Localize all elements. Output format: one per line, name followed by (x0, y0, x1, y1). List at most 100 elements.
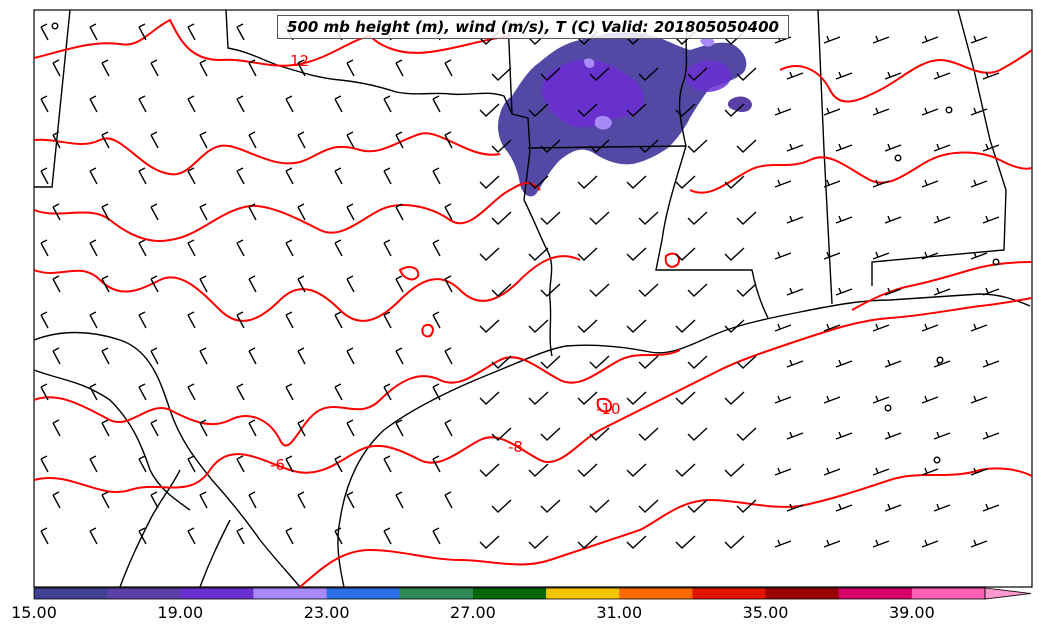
contour-label-4: -10 (596, 400, 621, 418)
wind-barb (687, 427, 708, 441)
wind-barb (724, 175, 745, 189)
contour-label-2: -6 (270, 456, 285, 474)
wind-barb (138, 239, 147, 257)
wind-barb (736, 67, 757, 81)
wind-barb (297, 59, 306, 77)
wind-barb (921, 107, 939, 116)
calm-wind-circle (945, 106, 953, 114)
wind-barb (884, 287, 902, 296)
wind-barb (835, 287, 853, 296)
wind-barb (334, 455, 343, 473)
wind-barb (675, 175, 696, 189)
wind-barb (101, 131, 110, 149)
wind-barb (199, 419, 208, 437)
wind-barb (982, 71, 1000, 80)
wind-barb (528, 391, 549, 405)
colorbar-tick-label: 31.00 (596, 603, 643, 622)
wind-barb (444, 347, 453, 365)
wind-barb (150, 59, 159, 77)
wind-speed-shading (498, 32, 752, 197)
wind-barb (52, 419, 61, 437)
colorbar-tick-label: 19.00 (157, 603, 204, 622)
wind-barb (297, 419, 306, 437)
wind-barb (236, 95, 245, 113)
wind-barb (199, 131, 208, 149)
wind-barb (150, 347, 159, 365)
wind-barb (334, 95, 343, 113)
wind-barb (248, 347, 257, 365)
wind-barb (236, 527, 245, 545)
wind-barb (432, 167, 441, 185)
contour-east-south (689, 151, 1033, 194)
wind-barb (479, 103, 500, 117)
wind-barb (884, 359, 902, 368)
boundary-louisiana-mississippi (655, 145, 769, 319)
wind-barb (638, 139, 659, 153)
wind-barb (675, 391, 696, 405)
wind-barb (52, 275, 61, 293)
wind-barb (786, 215, 804, 224)
colorbar-segment (838, 588, 913, 599)
wind-barb (40, 239, 49, 257)
wind-barb (101, 491, 110, 509)
wind-barb (479, 391, 500, 405)
wind-barb (638, 283, 659, 297)
wind-barb (395, 131, 404, 149)
wind-barb (921, 395, 939, 404)
wind-barb (589, 499, 610, 513)
wind-barb (970, 35, 988, 44)
wind-barb (346, 419, 355, 437)
wind-barb (675, 319, 696, 333)
wind-barb (638, 355, 659, 369)
wind-barb (577, 319, 598, 333)
wind-barb (187, 455, 196, 473)
wind-barb (285, 311, 294, 329)
wind-barb (933, 71, 951, 80)
colorbar (33, 587, 1032, 600)
wind-barb (432, 239, 441, 257)
wind-barb (89, 239, 98, 257)
colorbar-segment (107, 588, 181, 599)
boundary-mexico-coast (337, 519, 345, 588)
wind-barb (89, 383, 98, 401)
wind-barb (346, 131, 355, 149)
wind-barb (724, 535, 745, 549)
wind-barb (479, 319, 500, 333)
wind-barb (626, 463, 647, 477)
wind-barb (199, 275, 208, 293)
wind-barb (884, 503, 902, 512)
wind-barb (395, 347, 404, 365)
wind-barb (150, 491, 159, 509)
wind-barb (444, 59, 453, 77)
colorbar-segment (399, 588, 474, 599)
wind-barb (626, 103, 647, 117)
wind-barb (187, 527, 196, 545)
wind-barb (638, 499, 659, 513)
wind-barb (626, 535, 647, 549)
wind-barb (491, 355, 512, 369)
wind-barb (982, 215, 1000, 224)
wind-barb (872, 539, 890, 548)
wind-barb (187, 23, 196, 41)
wind-barb (921, 467, 939, 476)
contour-mid (33, 182, 541, 242)
wind-barb (199, 347, 208, 365)
wind-barb (89, 95, 98, 113)
colorbar-segment (546, 588, 620, 599)
wind-barb (577, 391, 598, 405)
colorbar-segment (326, 588, 401, 599)
wind-barb (872, 323, 890, 332)
calm-wind-circle (936, 356, 944, 364)
calm-wind-circle (992, 258, 1000, 266)
wind-barb (540, 499, 561, 513)
wind-barb (52, 59, 61, 77)
wind-barb (297, 203, 306, 221)
wind-barb (823, 179, 841, 188)
wind-barb (970, 179, 988, 188)
wind-barb (675, 103, 696, 117)
contour-label-1: 12 (290, 52, 309, 70)
colorbar-segment (180, 588, 254, 599)
wind-barb (40, 527, 49, 545)
wind-barb (528, 463, 549, 477)
wind-barb (884, 143, 902, 152)
